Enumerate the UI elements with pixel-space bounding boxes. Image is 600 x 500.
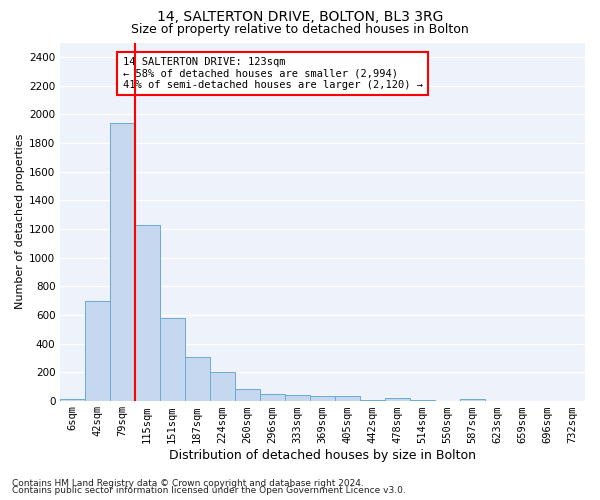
Text: Contains HM Land Registry data © Crown copyright and database right 2024.: Contains HM Land Registry data © Crown c… [12, 478, 364, 488]
Text: 14 SALTERTON DRIVE: 123sqm
← 58% of detached houses are smaller (2,994)
41% of s: 14 SALTERTON DRIVE: 123sqm ← 58% of deta… [122, 57, 422, 90]
Bar [185, 357, 210, 401]
Bar [59, 398, 85, 401]
Bar [134, 226, 160, 401]
Bar [410, 400, 435, 401]
Bar [310, 396, 335, 401]
Text: Contains public sector information licensed under the Open Government Licence v3: Contains public sector information licen… [12, 486, 406, 495]
Y-axis label: Number of detached properties: Number of detached properties [15, 134, 25, 310]
Bar [285, 396, 310, 401]
Bar [210, 372, 235, 401]
Bar [360, 400, 385, 401]
Bar [260, 394, 285, 401]
Bar [85, 300, 110, 401]
Text: 14, SALTERTON DRIVE, BOLTON, BL3 3RG: 14, SALTERTON DRIVE, BOLTON, BL3 3RG [157, 10, 443, 24]
Bar [385, 398, 410, 401]
Bar [110, 123, 134, 401]
Bar [235, 389, 260, 401]
X-axis label: Distribution of detached houses by size in Bolton: Distribution of detached houses by size … [169, 450, 476, 462]
Text: Size of property relative to detached houses in Bolton: Size of property relative to detached ho… [131, 22, 469, 36]
Bar [160, 318, 185, 401]
Bar [335, 396, 360, 401]
Bar [460, 398, 485, 401]
